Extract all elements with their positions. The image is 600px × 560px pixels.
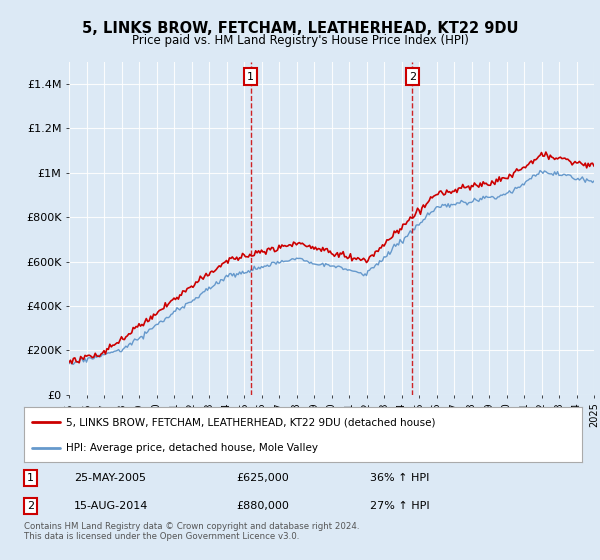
Text: 27% ↑ HPI: 27% ↑ HPI [370, 501, 430, 511]
Text: 15-AUG-2014: 15-AUG-2014 [74, 501, 149, 511]
Text: 5, LINKS BROW, FETCHAM, LEATHERHEAD, KT22 9DU (detached house): 5, LINKS BROW, FETCHAM, LEATHERHEAD, KT2… [66, 418, 436, 427]
Text: 1: 1 [27, 473, 34, 483]
Text: Contains HM Land Registry data © Crown copyright and database right 2024.
This d: Contains HM Land Registry data © Crown c… [24, 522, 359, 542]
Text: HPI: Average price, detached house, Mole Valley: HPI: Average price, detached house, Mole… [66, 444, 318, 453]
Text: 25-MAY-2005: 25-MAY-2005 [74, 473, 146, 483]
Text: 1: 1 [247, 72, 254, 82]
Text: 2: 2 [409, 72, 416, 82]
Text: £625,000: £625,000 [236, 473, 289, 483]
Text: Price paid vs. HM Land Registry's House Price Index (HPI): Price paid vs. HM Land Registry's House … [131, 34, 469, 46]
Text: 2: 2 [27, 501, 34, 511]
Text: 36% ↑ HPI: 36% ↑ HPI [370, 473, 430, 483]
Text: £880,000: £880,000 [236, 501, 289, 511]
Text: 5, LINKS BROW, FETCHAM, LEATHERHEAD, KT22 9DU: 5, LINKS BROW, FETCHAM, LEATHERHEAD, KT2… [82, 21, 518, 36]
